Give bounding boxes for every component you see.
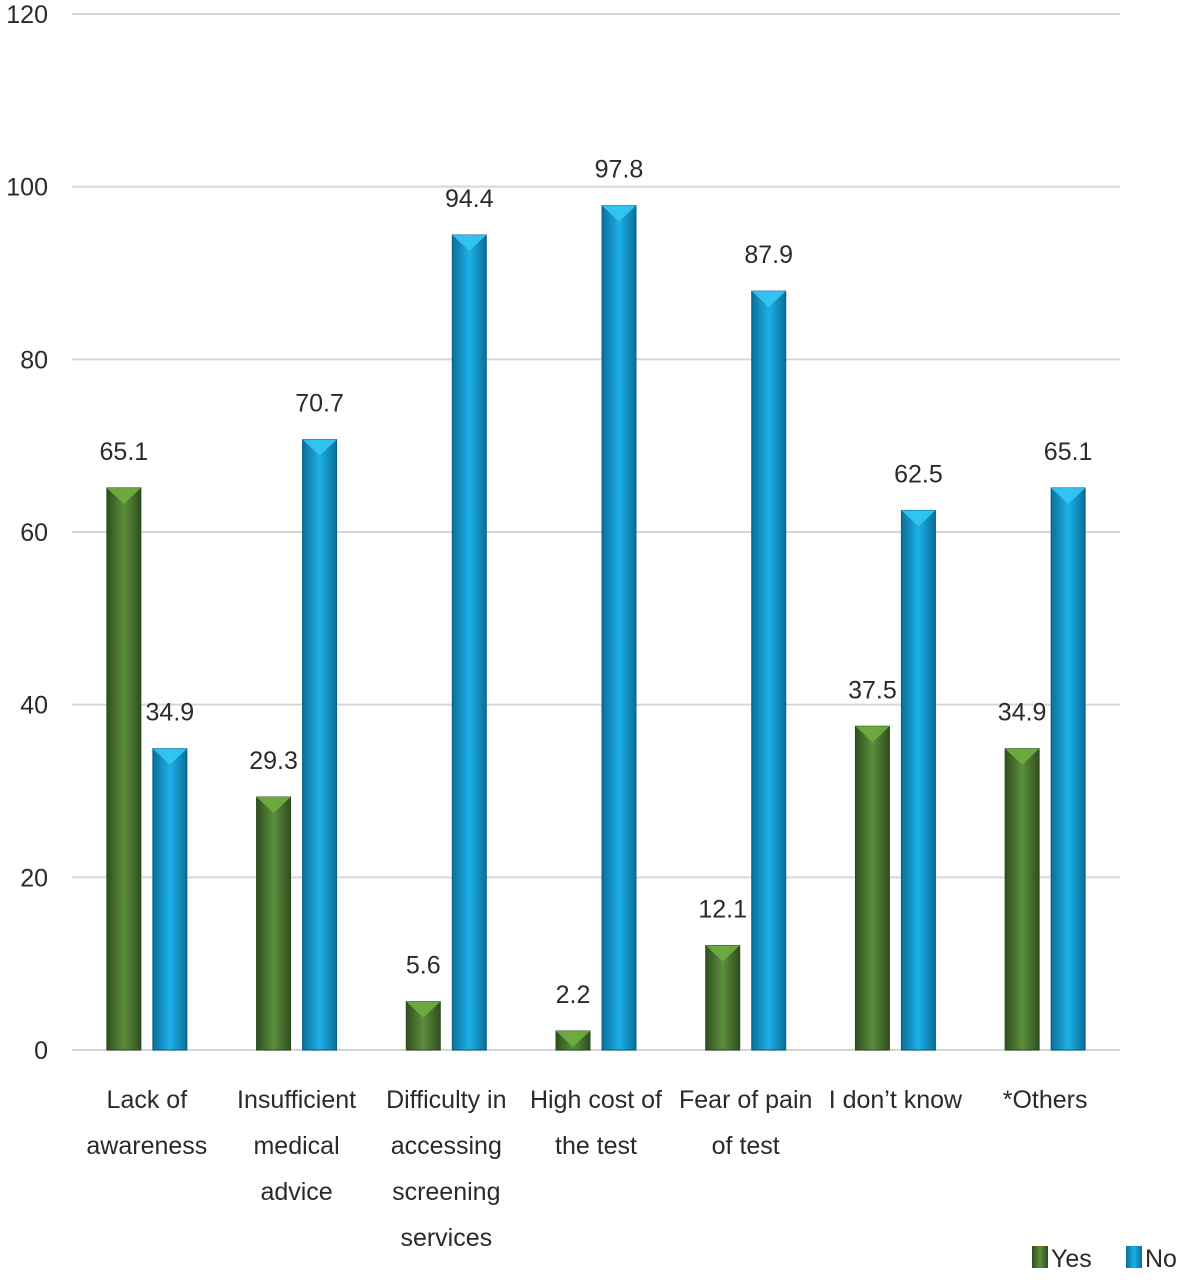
legend-swatch (1126, 1246, 1142, 1268)
legend-item-yes: Yes (1032, 1245, 1092, 1273)
data-label: 34.9 (146, 699, 195, 727)
data-label: 62.5 (894, 460, 943, 488)
data-label: 12.1 (698, 896, 747, 924)
bar-no (152, 748, 188, 1051)
data-label: 34.9 (998, 699, 1047, 727)
x-category-label: Insufficient (237, 1086, 356, 1114)
y-tick-label: 0 (34, 1037, 48, 1065)
x-category-label: medical (253, 1132, 339, 1160)
legend-label: No (1145, 1245, 1177, 1273)
x-category-label: the test (555, 1132, 637, 1160)
data-label: 29.3 (249, 747, 298, 775)
bar-yes (405, 1001, 441, 1051)
x-category-label: accessing (391, 1132, 502, 1160)
data-labels: 65.1 29.3 5.6 2.2 12.1 37.5 34.9 34.9 70.7 94.4 97… (100, 156, 1093, 1009)
bar-no (900, 509, 936, 1051)
x-category-label: High cost of (530, 1086, 662, 1114)
x-category-label: awareness (86, 1132, 207, 1160)
bar-no (601, 205, 637, 1051)
x-category-label: *Others (1003, 1086, 1088, 1114)
x-category-label: I don’t know (829, 1086, 963, 1114)
y-tick-label: 40 (20, 692, 48, 720)
data-label: 65.1 (100, 438, 149, 466)
x-category-label: Lack of (107, 1086, 188, 1114)
bar-yes (555, 1030, 591, 1051)
data-label: 97.8 (595, 156, 644, 184)
x-axis-categories: Lack of awareness Insufficient medical advic… (86, 1086, 1087, 1252)
data-label: 87.9 (744, 241, 793, 269)
x-category-label: services (400, 1224, 492, 1252)
bar-yes (854, 725, 890, 1051)
bar-no (1050, 487, 1086, 1051)
bar-yes (1004, 748, 1040, 1051)
x-category-label: advice (260, 1178, 332, 1206)
y-tick-label: 120 (6, 1, 48, 29)
bar-no (451, 234, 487, 1051)
data-label: 5.6 (406, 952, 441, 980)
data-label: 37.5 (848, 676, 897, 704)
bar-no (751, 290, 787, 1051)
gridlines (72, 13, 1120, 1051)
x-category-label: Fear of pain (679, 1086, 812, 1114)
legend-item-no: No (1126, 1245, 1177, 1273)
bars (106, 205, 1086, 1051)
data-label: 94.4 (445, 185, 494, 213)
bar-yes (106, 487, 142, 1051)
data-label: 70.7 (295, 390, 344, 418)
legend: Yes No (1032, 1245, 1177, 1273)
y-tick-label: 60 (20, 519, 48, 547)
data-label: 65.1 (1044, 438, 1093, 466)
y-tick-label: 20 (20, 864, 48, 892)
x-category-label: of test (712, 1132, 780, 1160)
y-axis-ticks: 0 20 40 60 80 100 120 (6, 1, 48, 1065)
bar-yes (256, 796, 292, 1051)
y-tick-label: 100 (6, 174, 48, 202)
bar-yes (705, 945, 741, 1051)
legend-swatch (1032, 1246, 1048, 1268)
x-category-label: Difficulty in (386, 1086, 506, 1114)
legend-label: Yes (1051, 1245, 1092, 1273)
x-category-label: screening (392, 1178, 500, 1206)
bar-no (302, 439, 338, 1051)
y-tick-label: 80 (20, 346, 48, 374)
data-label: 2.2 (556, 981, 591, 1009)
